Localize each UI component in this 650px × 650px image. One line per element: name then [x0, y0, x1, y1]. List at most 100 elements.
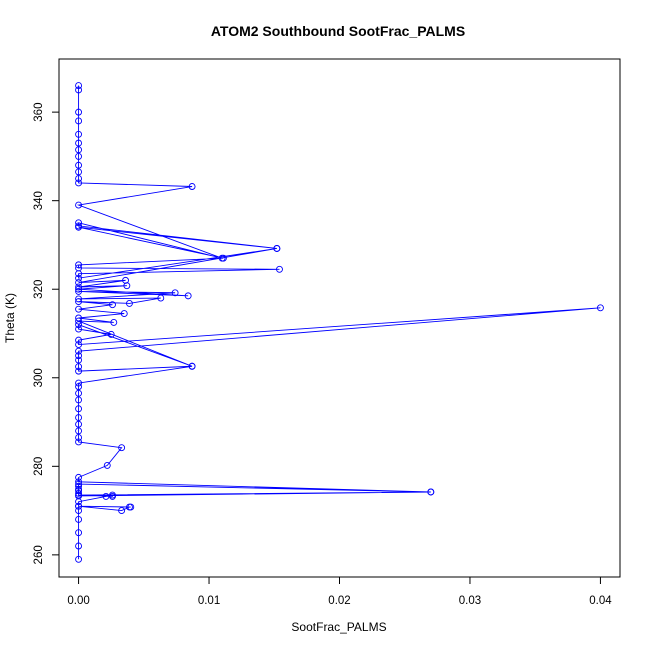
- data-point: [273, 245, 281, 252]
- data-point: [75, 555, 83, 563]
- data-point: [596, 304, 604, 312]
- data-point: [75, 438, 83, 446]
- data-point: [75, 261, 83, 269]
- plot-frame: [58, 58, 621, 578]
- data-point: [75, 434, 83, 441]
- data-point: [218, 254, 226, 262]
- data-point: [75, 86, 83, 94]
- data-point: [75, 219, 83, 227]
- x-axis-label: SootFrac_PALMS: [291, 620, 386, 634]
- data-point: [75, 515, 83, 523]
- data-point: [126, 299, 133, 307]
- data-point: [75, 152, 83, 160]
- y-tick-label: 360: [33, 103, 45, 122]
- data-point: [75, 379, 83, 387]
- data-point: [75, 117, 83, 125]
- data-point: [75, 347, 83, 355]
- data-point: [75, 383, 83, 391]
- data-point: [75, 146, 83, 154]
- data-point: [109, 301, 116, 309]
- data-point: [75, 367, 83, 375]
- data-point: [75, 502, 83, 510]
- data-point: [75, 283, 83, 291]
- data-point: [118, 507, 126, 515]
- y-axis: 260 280 300 320 340 360: [33, 103, 60, 564]
- data-point: [75, 414, 83, 422]
- data-point: [75, 485, 83, 493]
- data-point: [75, 305, 83, 313]
- data-point: [75, 480, 83, 488]
- data-point: [75, 396, 83, 404]
- data-point: [75, 482, 83, 490]
- data-point: [75, 295, 83, 303]
- data-point: [120, 310, 128, 318]
- data-point: [75, 336, 83, 344]
- data-point: [75, 405, 83, 413]
- data-point: [75, 222, 83, 230]
- data-point: [75, 201, 83, 209]
- x-axis: 0.00 0.01 0.02 0.03 0.04: [67, 576, 612, 607]
- x-tick-label: 0.03: [459, 595, 481, 607]
- data-point: [109, 492, 116, 500]
- x-tick-label: 0.04: [589, 595, 612, 607]
- y-tick-label: 340: [33, 191, 45, 210]
- data-point: [107, 330, 115, 338]
- x-tick-label: 0.02: [328, 595, 350, 607]
- data-point: [75, 317, 83, 325]
- data-point: [75, 279, 83, 287]
- series-line: [76, 85, 601, 560]
- data-point: [75, 341, 83, 349]
- data-point: [75, 287, 83, 295]
- data-point: [157, 294, 165, 302]
- data-point: [75, 130, 83, 138]
- data-point: [123, 282, 131, 290]
- data-point: [75, 321, 83, 329]
- data-point: [75, 161, 83, 169]
- data-point: [75, 179, 83, 187]
- data-point: [75, 542, 83, 550]
- data-point: [75, 356, 83, 364]
- data-point: [75, 363, 83, 371]
- data-point: [75, 274, 83, 282]
- data-point: [75, 420, 83, 428]
- data-point: [75, 529, 83, 537]
- data-point: [75, 427, 83, 435]
- data-point: [171, 289, 179, 297]
- data-point: [118, 444, 126, 452]
- data-point: [75, 168, 83, 176]
- data-point: [75, 473, 83, 481]
- y-tick-label: 320: [33, 280, 45, 299]
- plot-area: [75, 82, 604, 563]
- chart-title: ATOM2 Southbound SootFrac_PALMS: [211, 23, 465, 39]
- data-point: [188, 183, 196, 190]
- y-tick-label: 300: [33, 368, 45, 387]
- data-point: [75, 108, 83, 116]
- data-point: [102, 492, 110, 500]
- data-point: [126, 503, 133, 511]
- data-point: [110, 318, 118, 326]
- data-point: [184, 292, 192, 300]
- data-point: [75, 264, 83, 272]
- data-point: [75, 492, 83, 500]
- data-point: [75, 139, 83, 147]
- data-point: [188, 362, 196, 370]
- y-tick-label: 280: [33, 457, 45, 476]
- data-point: [75, 507, 83, 515]
- data-point: [75, 325, 83, 333]
- data-point: [122, 276, 129, 284]
- data-point: [75, 314, 83, 322]
- y-tick-label: 260: [33, 545, 45, 564]
- data-point: [75, 478, 83, 486]
- data-point: [75, 285, 83, 293]
- x-tick-label: 0.01: [198, 595, 220, 607]
- data-point: [103, 461, 111, 469]
- data-point: [75, 352, 83, 360]
- data-point: [75, 82, 83, 90]
- data-point: [75, 489, 83, 497]
- y-axis-label: Theta (K): [3, 293, 17, 343]
- data-point: [75, 298, 83, 306]
- data-point: [75, 175, 83, 182]
- data-point: [276, 265, 283, 273]
- x-tick-label: 0.00: [67, 595, 89, 607]
